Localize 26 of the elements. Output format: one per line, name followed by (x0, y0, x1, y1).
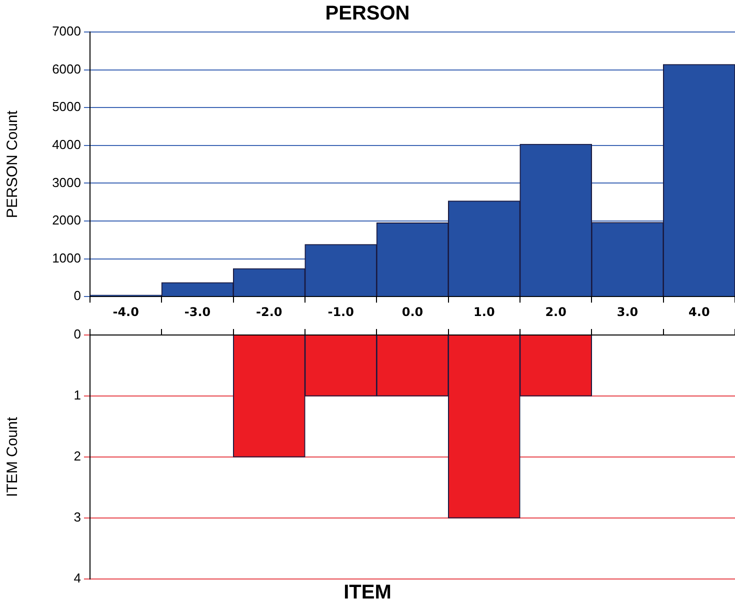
chart-title: PERSON (325, 2, 410, 25)
x-axis-title: ITEM (344, 582, 392, 604)
y-tick-label: 4000 (52, 136, 81, 152)
y-tick-label: 4 (74, 570, 81, 586)
y-tick-label: 0 (74, 326, 81, 342)
x-tick-label: 1.0 (474, 304, 495, 319)
y-tick-label: 0 (74, 288, 81, 304)
y-tick-label: 2000 (52, 212, 81, 228)
y-tick-label: 3000 (52, 174, 81, 190)
x-tick-label: -1.0 (328, 304, 354, 319)
x-tick-label: -2.0 (256, 304, 282, 319)
y-tick-label: 3 (74, 510, 81, 525)
y-tick-label: 2 (74, 448, 81, 464)
x-tick-label: 2.0 (545, 304, 566, 319)
x-tick-label: 3.0 (616, 304, 638, 319)
y-tick-label: 6000 (52, 61, 81, 76)
y-tick-label: 1000 (52, 250, 81, 266)
y-tick-label: 7000 (52, 24, 81, 39)
y-axis-title: PERSON Count (4, 110, 22, 218)
y-tick-label: 1 (74, 388, 81, 403)
y-axis-title: ITEM Count (4, 416, 22, 498)
y-tick-label: 5000 (52, 99, 81, 114)
x-tick-label: 4.0 (688, 304, 710, 319)
x-tick-label: -4.0 (112, 304, 139, 319)
x-tick-label: 0.0 (402, 304, 424, 319)
x-tick-label: -3.0 (184, 304, 211, 319)
